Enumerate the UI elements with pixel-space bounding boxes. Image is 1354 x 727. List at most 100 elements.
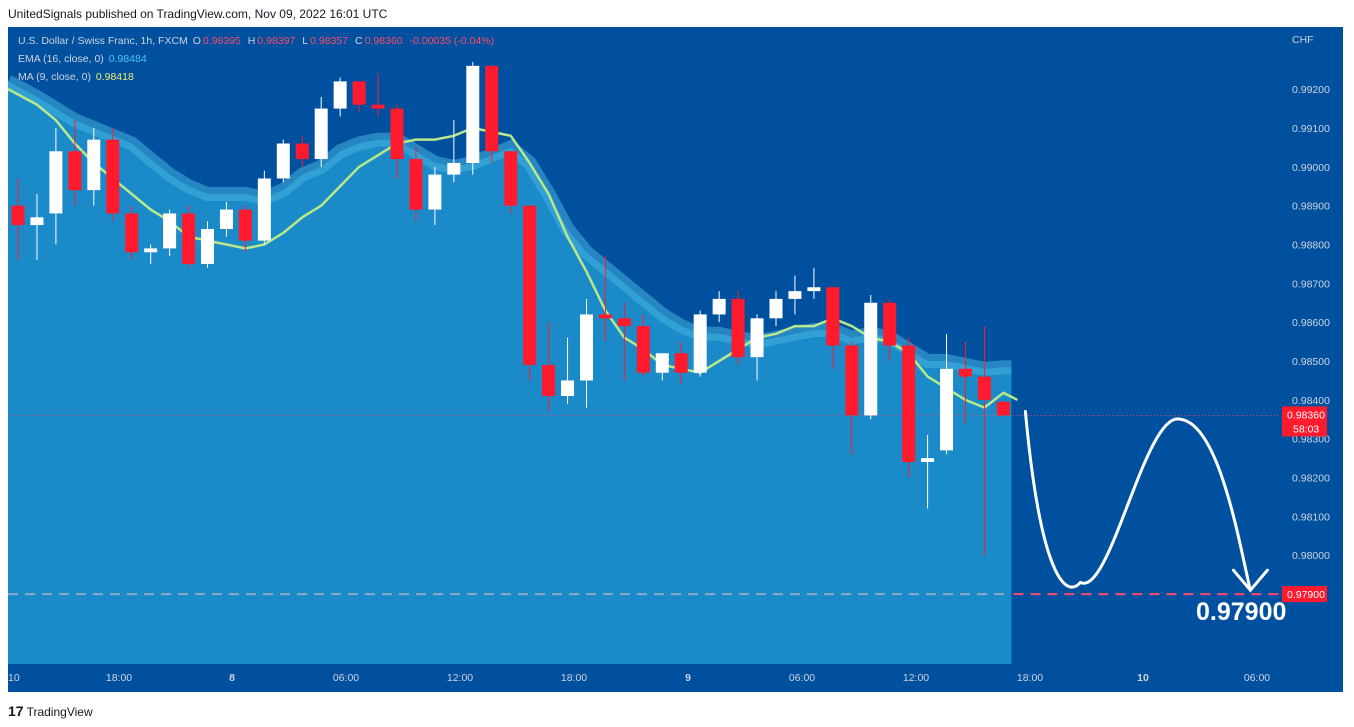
- candle: [257, 170, 271, 245]
- candle: [49, 127, 63, 245]
- x-tick-label: 10: [1137, 672, 1149, 684]
- legend-ema-row: EMA (16, close, 0) 0.98484: [18, 53, 149, 65]
- candle: [731, 291, 745, 365]
- y-tick-label: 0.98800: [1292, 240, 1330, 252]
- candle-body: [959, 368, 972, 377]
- candle: [182, 205, 196, 268]
- candle: [902, 337, 916, 478]
- candle-body: [30, 217, 44, 226]
- candle: [504, 151, 518, 214]
- candle: [11, 178, 25, 261]
- x-tick-label: 12:00: [447, 672, 473, 684]
- candle: [352, 81, 366, 113]
- projection-arrow-head: [1231, 568, 1269, 593]
- candle-body: [390, 108, 404, 160]
- candle-body: [580, 314, 593, 381]
- candle: [921, 434, 935, 509]
- candle: [883, 298, 897, 362]
- candle: [30, 194, 44, 261]
- candle-body: [750, 318, 764, 358]
- candle-body: [864, 302, 878, 416]
- candle-body: [352, 81, 366, 105]
- x-tick-label: 10: [8, 672, 20, 684]
- candle: [219, 201, 233, 237]
- candle: [807, 267, 821, 299]
- legend-symbol: U.S. Dollar / Swiss Franc, 1h, FXCM: [18, 35, 188, 47]
- x-tick-label: 18:00: [561, 672, 587, 684]
- candle: [580, 298, 593, 408]
- candle: [617, 302, 631, 381]
- y-tick-label: 0.98700: [1292, 278, 1330, 290]
- candle-body: [693, 314, 707, 373]
- candle: [371, 73, 385, 117]
- candle: [940, 333, 954, 455]
- candle-body: [996, 401, 1010, 416]
- candle: [333, 77, 347, 117]
- candle: [390, 104, 404, 179]
- candle: [447, 120, 461, 183]
- legend-ma-row: MA (9, close, 0) 0.98418: [18, 71, 136, 83]
- legend-high: H 0.98397: [247, 35, 296, 47]
- candle-body: [921, 458, 935, 463]
- candle-body: [333, 81, 347, 109]
- legend-ema-label: EMA (16, close, 0): [18, 53, 104, 65]
- candle: [561, 337, 575, 404]
- x-axis: 10 18:00 8 06:00 12:00 18:00 9 06:00 12:00 18:00 1…: [8, 664, 1343, 692]
- price-chart[interactable]: 0.97900CHF0.980000.981000.982000.983000.…: [8, 27, 1343, 692]
- y-tick-label: 0.99000: [1292, 162, 1330, 174]
- candle-body: [598, 314, 612, 319]
- candle: [598, 256, 612, 342]
- candle-body: [845, 345, 859, 416]
- target-price-tag: 0.97900: [1282, 586, 1327, 603]
- tradingview-logo-icon: 17: [8, 703, 24, 719]
- candle-body: [712, 298, 726, 315]
- legend-symbol-row: U.S. Dollar / Swiss Franc, 1h, FXCM O 0.9…: [18, 35, 496, 47]
- candle: [845, 341, 859, 455]
- last-price-tag: 0.98360 58:03: [1282, 406, 1327, 437]
- y-tick-label: 0.98000: [1292, 550, 1330, 562]
- ema-band: [8, 75, 1012, 376]
- candle-body: [655, 353, 669, 373]
- y-tick-label: 0.98600: [1292, 317, 1330, 329]
- candle-body: [731, 298, 745, 358]
- y-axis: CHF0.980000.981000.982000.983000.984000.…: [1282, 34, 1330, 603]
- candle: [959, 341, 972, 424]
- x-tick-label: 06:00: [1244, 672, 1270, 684]
- candle-body: [940, 368, 954, 451]
- candle: [826, 287, 840, 369]
- candle-body: [106, 139, 120, 214]
- publish-line: UnitedSignals published on TradingView.c…: [8, 7, 388, 21]
- y-tick-label: 0.98300: [1292, 434, 1330, 446]
- last-price-value: 0.98360: [1287, 409, 1325, 421]
- legend-low: L 0.98357: [302, 35, 349, 47]
- candle-body: [542, 364, 556, 396]
- candle-body: [636, 326, 650, 373]
- legend-ema-value: 0.98484: [108, 53, 147, 65]
- legend-open: O 0.98395: [192, 35, 241, 47]
- candle-body: [295, 143, 309, 160]
- candle-body: [125, 213, 139, 253]
- chart-frame[interactable]: 0.97900 CHF 0.98000 0.98100 0.98200 0.98300 0.…: [8, 27, 1343, 692]
- candle-body: [466, 65, 480, 163]
- candle-body: [769, 298, 783, 319]
- legend-close: C 0.98360: [355, 35, 403, 47]
- candle: [769, 291, 783, 327]
- legend-ma-label: MA (9, close, 0): [18, 71, 91, 83]
- candle: [163, 209, 177, 257]
- candle-body: [11, 205, 25, 226]
- y-tick-label: 0.98100: [1292, 511, 1330, 523]
- candle: [977, 326, 991, 556]
- legend-change: -0.00035 (-0.04%): [409, 35, 495, 47]
- candle-body: [977, 376, 991, 400]
- candle-body: [523, 205, 537, 365]
- candle-body: [219, 209, 233, 229]
- target-label: 0.97900: [1196, 598, 1286, 626]
- y-axis-currency: CHF: [1292, 34, 1314, 46]
- candle: [276, 139, 290, 183]
- x-axis-bg: [8, 664, 1343, 692]
- candle: [68, 120, 82, 206]
- x-tick-label: 8: [229, 672, 235, 684]
- candle-body: [485, 65, 499, 152]
- candle-body: [49, 151, 63, 214]
- candle-body: [883, 302, 897, 346]
